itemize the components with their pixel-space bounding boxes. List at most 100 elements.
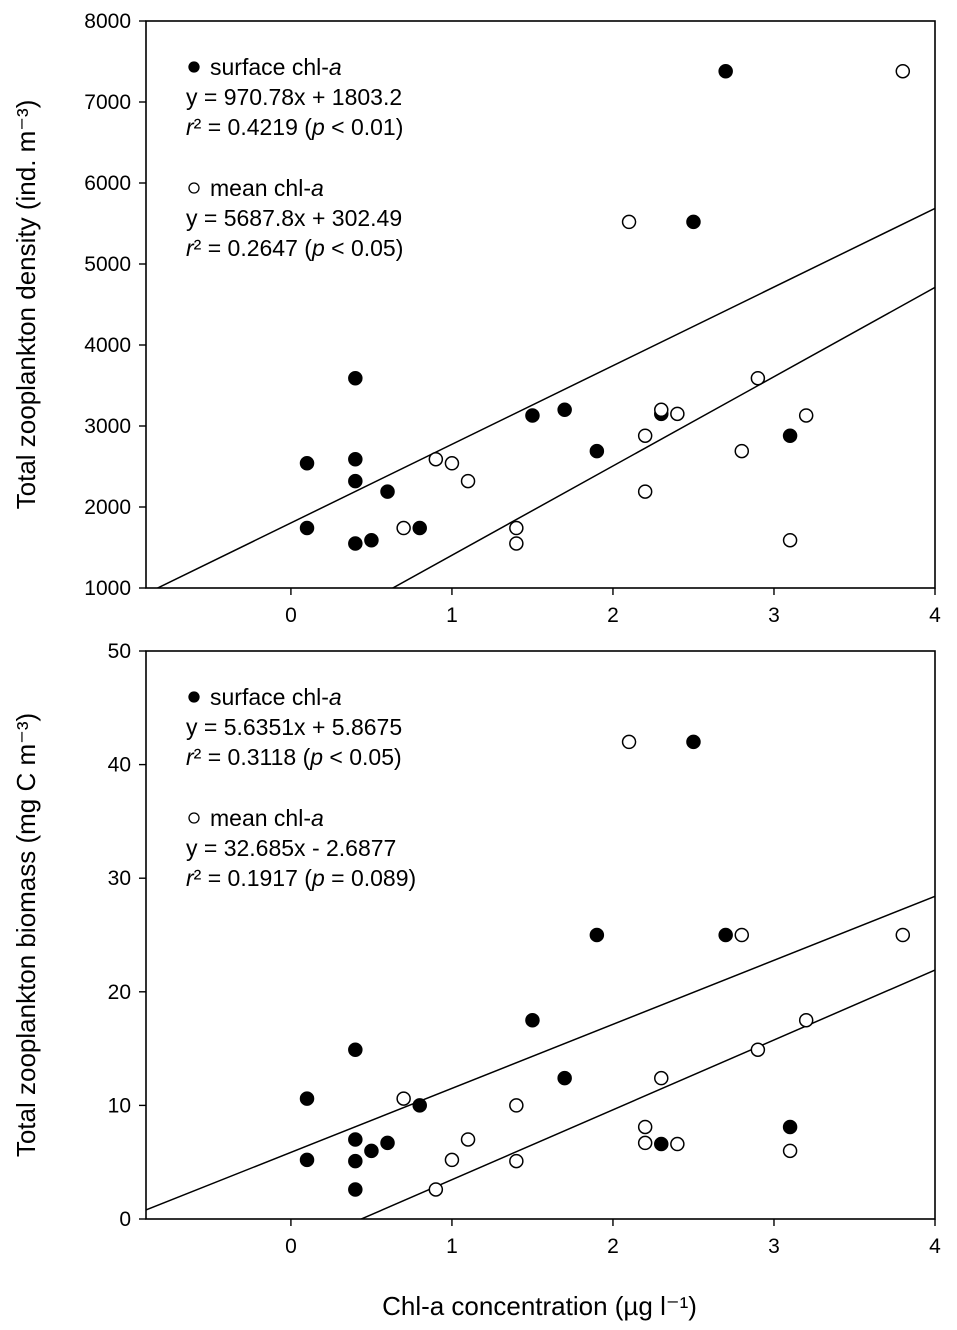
legend-block-surface: surface chl-a y = 970.78x + 1803.2 r² = 0.… [186,54,403,140]
x-tick-label: 2 [607,1235,619,1258]
data-point [428,451,444,467]
x-tick-label: 3 [768,604,780,627]
data-point [557,402,572,418]
data-point [525,408,540,423]
data-point [509,520,524,536]
data-point [525,1012,540,1028]
data-point [428,1182,444,1197]
data-point [380,1135,395,1151]
legend-block-mean: mean chl-a y = 5687.8x + 302.49 r² = 0.264… [186,175,403,261]
data-point [782,428,798,443]
data-point [348,473,363,489]
y-tick-label: 30 [108,867,131,890]
y-tick-label: 50 [108,640,131,663]
legend-series-name: mean chl-a [210,805,324,831]
y-tick-label: 40 [108,754,131,777]
series-mean-chl-a [396,63,911,551]
legend-series-name: mean chl-a [210,175,324,201]
x-tick-label: 4 [929,1235,941,1258]
data-point [509,536,524,551]
y-axis-title: Total zooplankton density (ind. m⁻³) [11,100,41,510]
data-point [444,456,460,471]
y-tick-label: 10 [108,1094,131,1117]
data-point [798,1012,814,1028]
data-point [348,1132,363,1147]
legend-r-squared: r² = 0.3118 (p < 0.05) [186,744,402,770]
data-point [782,1143,798,1159]
legend-r-squared: r² = 0.4219 (p < 0.01) [186,114,403,140]
x-tick-label: 0 [285,1235,297,1258]
x-tick-label: 1 [446,604,458,627]
data-point [444,1152,460,1168]
data-point [718,63,733,79]
legend-series-name: surface chl-a [210,54,342,80]
legend-r-squared: r² = 0.1917 (p = 0.089) [186,865,416,891]
plot-frame [145,650,936,1220]
y-tick-label: 4000 [84,334,131,357]
plot-frame [145,20,936,589]
data-point [348,370,363,386]
data-point [589,927,605,943]
data-point [412,520,427,536]
y-tick-label: 2000 [84,496,131,519]
series-surface-chl-a [299,734,798,1197]
data-point [348,1153,363,1169]
y-tick-label: 6000 [84,172,131,195]
legend-marker [188,691,200,703]
data-point [718,927,733,943]
data-point [621,734,637,750]
data-point [670,406,685,422]
y-tick-label: 8000 [84,10,131,33]
regression-line-surface [146,895,935,1211]
data-point [299,1152,315,1168]
data-point [734,443,750,459]
y-tick-label: 1000 [84,577,131,600]
data-point [654,1136,669,1152]
y-tick-label: 20 [108,981,131,1004]
data-point [460,1132,476,1147]
data-point [654,402,669,418]
data-point [364,532,379,548]
data-point [670,1136,685,1152]
data-point [782,532,798,548]
data-point [637,484,653,499]
x-tick-label: 1 [446,1235,458,1258]
legend-marker [188,812,200,824]
data-point [895,63,911,79]
legend-block-mean: mean chl-a y = 32.685x - 2.6877 r² = 0.191… [186,805,416,891]
data-point [380,484,395,499]
data-point [299,520,315,536]
data-point [798,408,814,423]
data-point [396,1091,411,1106]
y-tick-label: 0 [119,1208,131,1231]
data-point [412,1098,427,1113]
x-tick-label: 0 [285,604,297,627]
data-point [637,1135,653,1151]
legend-equation: y = 5.6351x + 5.8675 [186,714,402,740]
data-point [396,520,411,536]
data-point [686,734,701,750]
data-point [782,1119,798,1135]
regression-line-mean [391,286,935,588]
legend-r-squared: r² = 0.2647 (p < 0.05) [186,235,403,261]
y-axis-title: Total zooplankton biomass (mg C m⁻³) [11,713,41,1157]
legend-marker [188,182,200,194]
y-tick-label: 3000 [84,415,131,438]
legend-equation: y = 5687.8x + 302.49 [186,205,402,231]
data-point [750,1042,766,1057]
data-point [348,536,363,551]
data-point [654,1070,669,1086]
data-point [895,927,911,943]
data-point [299,1091,315,1106]
legend-marker [188,61,200,73]
data-point [637,1119,653,1135]
chart-panel-1: 0 1 2 3 4 1000 2000 3000 4000 5000 6000 7000 8000 Tot… [11,10,941,627]
data-point [750,370,766,386]
legend-equation: y = 970.78x + 1803.2 [186,84,402,110]
regression-lines [146,895,935,1219]
data-point [460,473,476,489]
regression-line-mean [359,969,935,1219]
data-point [637,428,653,443]
